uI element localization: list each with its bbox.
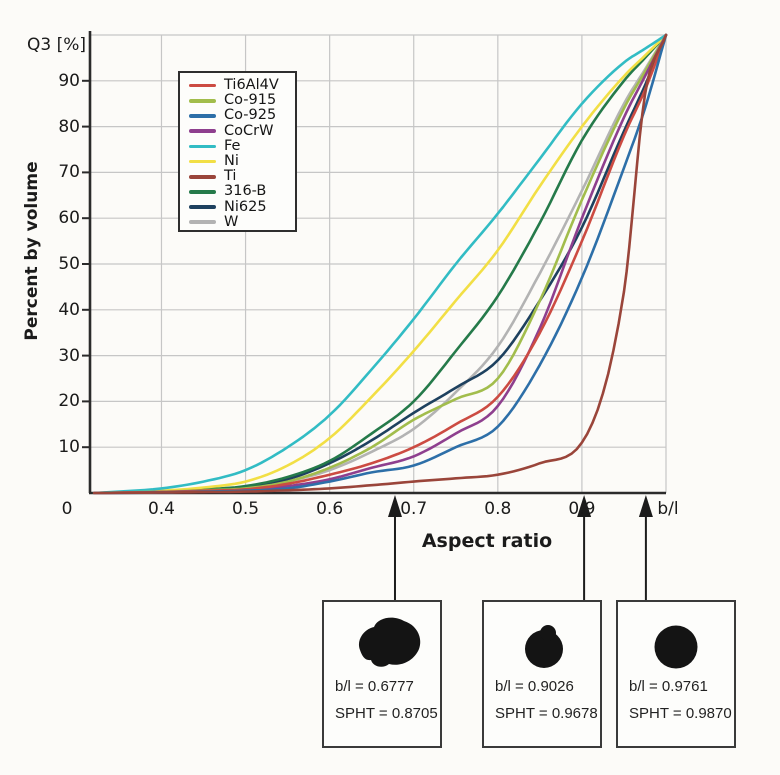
legend-label: Ni625 <box>224 198 267 215</box>
x-tick-label: 0.7 <box>400 499 428 519</box>
x-axis-unit-label: b/l <box>657 499 679 519</box>
y-tick-label: 70 <box>58 162 80 183</box>
rounded-particle-silhouette <box>525 625 563 668</box>
legend-label: Co-925 <box>224 107 277 124</box>
annotation-arrow-head <box>577 495 592 517</box>
legend-label: 316-B <box>224 183 267 200</box>
spht-value-3: SPHT = 0.9870 <box>629 705 732 722</box>
legend-label: CoCrW <box>224 122 274 139</box>
particle-inset-1: b/l = 0.6777 SPHT = 0.8705 <box>322 600 442 748</box>
y-tick-label: 60 <box>58 208 80 229</box>
legend-swatch <box>189 129 216 133</box>
legend-swatch <box>189 83 216 88</box>
legend-swatch <box>189 220 216 225</box>
y-tick-label: 20 <box>58 391 80 412</box>
legend-item-Co-925: Co-925 <box>180 108 295 123</box>
legend-item-Ti6Al4V: Ti6Al4V <box>180 78 295 93</box>
y-tick-label: 80 <box>58 116 80 137</box>
legend-item-W: W <box>180 213 295 230</box>
legend-label: Co-915 <box>224 92 277 109</box>
curve-Ni <box>92 33 668 495</box>
legend-label: Ti <box>224 168 237 185</box>
bl-value-2: b/l = 0.9026 <box>495 678 574 695</box>
y-tick-label: 90 <box>58 70 80 91</box>
legend-item-Co-915: Co-915 <box>180 93 295 108</box>
irregular-particle-silhouette <box>358 617 421 667</box>
curve-Ti <box>92 33 668 495</box>
y-tick-label: 40 <box>58 299 80 320</box>
legend-label: Ti6Al4V <box>224 77 279 94</box>
legend-item-Ni: Ni <box>180 154 295 169</box>
spht-value-2: SPHT = 0.9678 <box>495 705 598 722</box>
legend-label: W <box>224 213 239 230</box>
legend-swatch <box>189 174 216 179</box>
legend-label: Ni <box>224 153 239 170</box>
legend-swatch <box>189 98 216 103</box>
spht-value-1: SPHT = 0.8705 <box>335 705 438 722</box>
annotation-arrow-head <box>387 495 402 517</box>
legend-swatch <box>189 190 216 194</box>
y-tick-label: 50 <box>58 254 80 274</box>
legend: Ti6Al4V Co-915 Co-925 CoCrW Fe Ni Ti 316-B Ni625… <box>178 71 297 232</box>
x-axis-title: Aspect ratio <box>421 530 553 552</box>
x-tick-label: 0.8 <box>484 499 512 519</box>
bl-value-1: b/l = 0.6777 <box>335 678 414 695</box>
particle-inset-2: b/l = 0.9026 SPHT = 0.9678 <box>482 600 602 748</box>
legend-swatch <box>189 144 216 149</box>
x-tick-label: 0.9 <box>568 499 596 519</box>
y-tick-label: 30 <box>58 345 80 366</box>
legend-item-Ni625: Ni625 <box>180 198 295 215</box>
legend-item-CoCrW: CoCrW <box>180 122 295 139</box>
y-axis-unit-label: Q3 [%] <box>27 35 87 55</box>
legend-item-316-B: 316-B <box>180 184 295 199</box>
annotation-arrow-head <box>638 495 653 517</box>
legend-swatch <box>189 159 216 164</box>
x-tick-label: 0 <box>61 499 73 519</box>
y-tick-label: 10 <box>58 437 80 458</box>
legend-swatch <box>189 205 216 209</box>
x-tick-label: 0.4 <box>147 499 175 519</box>
x-tick-label: 0.5 <box>232 499 260 519</box>
legend-label: Fe <box>224 137 241 154</box>
bl-value-3: b/l = 0.9761 <box>629 678 708 695</box>
legend-swatch <box>189 114 216 118</box>
legend-item-Fe: Fe <box>180 137 295 154</box>
particle-inset-3: b/l = 0.9761 SPHT = 0.9870 <box>616 600 736 748</box>
legend-item-Ti: Ti <box>180 169 295 184</box>
spherical-particle-silhouette <box>654 625 698 669</box>
curve-Fe <box>92 33 668 495</box>
x-tick-label: 0.6 <box>316 499 344 519</box>
